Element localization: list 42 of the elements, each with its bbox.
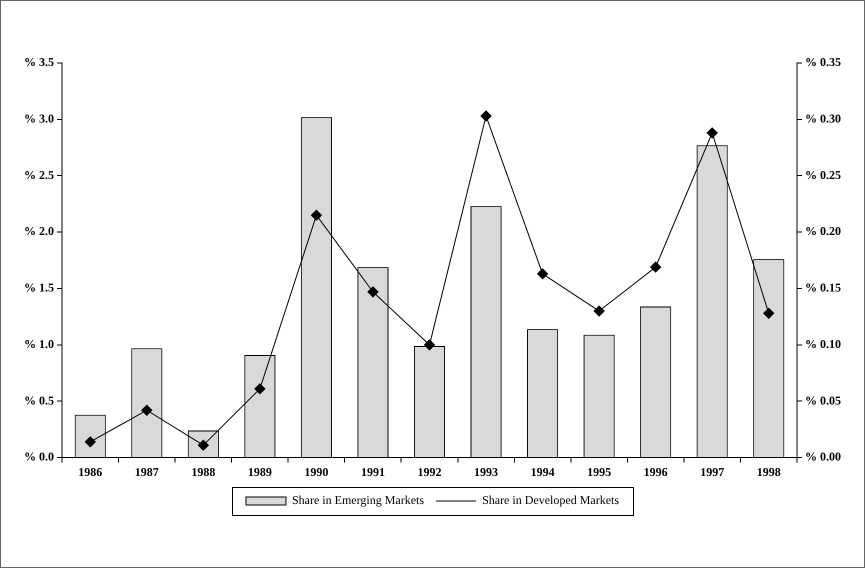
x-tick-label: 1998: [756, 464, 781, 479]
y2-tick-label: % 0.30: [805, 111, 841, 126]
x-tick-label: 1987: [134, 464, 159, 479]
x-tick-label: 1989: [248, 464, 272, 479]
point: [310, 210, 322, 221]
x-tick-label: 1996: [644, 464, 668, 479]
point: [594, 306, 605, 317]
point: [480, 110, 492, 122]
y-tick-label: % 2.0: [24, 224, 54, 238]
point: [763, 308, 774, 319]
y-tick-label: % 0.0: [24, 450, 54, 464]
x-tick-label: 1997: [700, 464, 724, 479]
point: [254, 383, 266, 394]
x-tick-label: 1988: [191, 464, 216, 479]
y-tick-label: % 2.5: [24, 168, 54, 182]
x-tick-label: 1990: [304, 464, 328, 479]
point: [367, 286, 378, 298]
x-tick-label: 1986: [78, 464, 102, 479]
point: [141, 404, 152, 416]
y-tick-label: % 1.5: [24, 280, 54, 295]
x-tick-label: 1991: [360, 464, 385, 479]
y2-tick-label: % 0.35: [805, 55, 841, 70]
y-tick-label: % 3.5: [24, 55, 54, 70]
point: [424, 339, 435, 350]
y-tick-label: % 0.5: [24, 393, 54, 408]
legend-label: Share in Developed Markets: [482, 493, 620, 508]
point: [537, 268, 548, 280]
y2-tick-label: % 0.10: [805, 336, 841, 351]
x-tick-label: 1993: [474, 464, 498, 479]
point: [650, 262, 662, 273]
x-tick-label: 1995: [587, 464, 612, 479]
point: [706, 127, 718, 138]
y2-tick-label: % 0.15: [805, 280, 841, 295]
legend-label: Share in Emerging Markets: [292, 493, 424, 508]
x-tick-label: 1994: [530, 464, 555, 479]
y2-tick-label: % 0.05: [805, 393, 841, 408]
y-tick-label: % 3.0: [24, 111, 54, 126]
x-tick-label: 1992: [418, 464, 442, 479]
y-tick-label: % 1.0: [24, 336, 54, 351]
y2-tick-label: % 0.25: [805, 168, 841, 182]
y2-tick-label: % 0.20: [805, 224, 841, 238]
y2-tick-label: % 0.00: [805, 450, 841, 464]
